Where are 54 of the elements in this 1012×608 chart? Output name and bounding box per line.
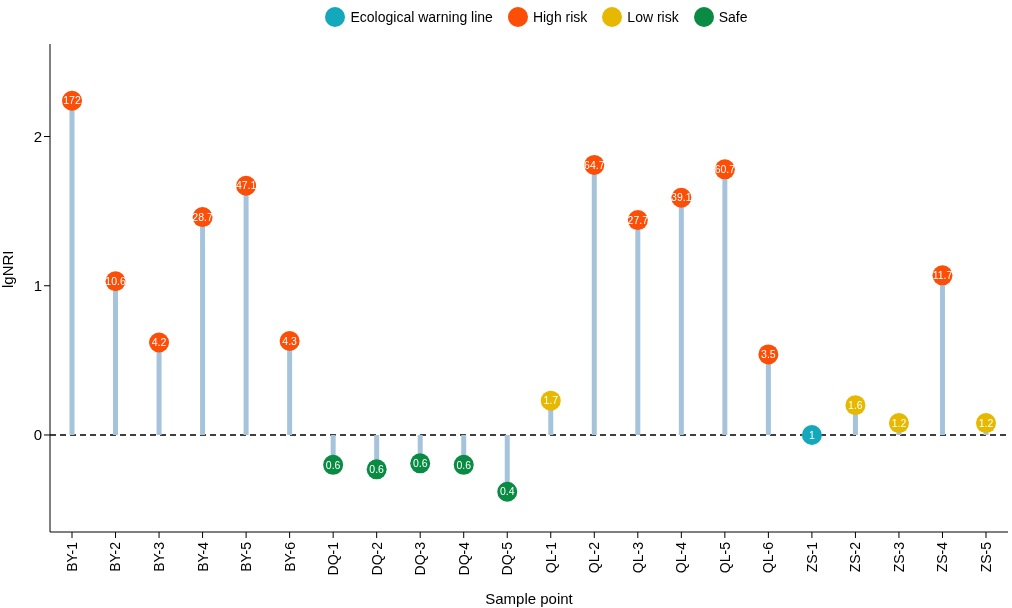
annotation: 1 xyxy=(808,428,815,441)
x-tick-label: BY-6 xyxy=(281,541,298,572)
legend-label: Low risk xyxy=(627,9,679,25)
annotation: 4.2 xyxy=(151,336,167,349)
legend-label: Safe xyxy=(718,9,748,25)
legend-label: High risk xyxy=(532,9,588,25)
x-tick-label: ZS-1 xyxy=(803,541,820,573)
annotation: 1.2 xyxy=(978,416,994,429)
x-tick-label: DQ-5 xyxy=(499,541,516,576)
x-tick-label: DQ-3 xyxy=(412,541,429,576)
annotation: 0.6 xyxy=(456,458,472,471)
legend-label: Ecological warning line xyxy=(350,9,493,25)
annotation: 1.2 xyxy=(891,416,907,429)
annotation: 60.7 xyxy=(714,163,736,176)
x-tick-label: BY-4 xyxy=(194,541,211,572)
annotation: 47.1 xyxy=(235,179,257,192)
y-tick-label: 1 xyxy=(33,277,42,295)
x-tick-label: QL-6 xyxy=(760,541,777,574)
x-tick-label: BY-3 xyxy=(150,541,167,572)
annotation: 172 xyxy=(63,94,81,107)
annotation: 28.7 xyxy=(192,210,213,223)
annotation: 0.6 xyxy=(325,458,341,471)
annotation: 1.6 xyxy=(848,398,863,411)
annotation: 39.1 xyxy=(671,191,692,204)
x-tick-label: QL-2 xyxy=(586,541,603,574)
annotation: 0.6 xyxy=(412,457,428,470)
x-tick-label: DQ-2 xyxy=(368,541,385,576)
x-tick-label: ZS-3 xyxy=(890,541,907,573)
x-tick-label: QL-1 xyxy=(542,541,559,574)
x-tick-label: BY-1 xyxy=(63,541,80,572)
x-tick-label: BY-5 xyxy=(238,541,255,572)
annotation: 4.3 xyxy=(282,334,298,347)
annotation: 64.7 xyxy=(584,158,605,171)
y-tick-label: 2 xyxy=(33,127,42,145)
annotation: 1.7 xyxy=(543,394,559,407)
x-tick-label: QL-3 xyxy=(629,541,646,574)
annotation: 11.7 xyxy=(932,268,953,281)
annotation: 10.6 xyxy=(105,274,126,287)
annotation: 27.7 xyxy=(627,213,649,226)
x-axis-title: Sample point xyxy=(485,590,574,607)
y-tick-label: 0 xyxy=(33,426,42,444)
x-tick-label: ZS-5 xyxy=(977,541,994,573)
y-axis-title: lgNRI xyxy=(0,250,17,288)
x-tick-label: BY-2 xyxy=(107,541,124,572)
x-tick-label: DQ-1 xyxy=(325,541,342,576)
x-tick-label: DQ-4 xyxy=(455,541,472,576)
annotation: 0.4 xyxy=(499,485,515,498)
x-tick-label: ZS-2 xyxy=(847,541,864,573)
x-tick-label: ZS-4 xyxy=(934,541,951,573)
annotation: 3.5 xyxy=(761,348,776,361)
point xyxy=(801,425,822,445)
x-tick-label: QL-4 xyxy=(673,541,690,574)
annotation: 0.6 xyxy=(369,463,385,475)
x-tick-label: QL-5 xyxy=(716,541,733,574)
